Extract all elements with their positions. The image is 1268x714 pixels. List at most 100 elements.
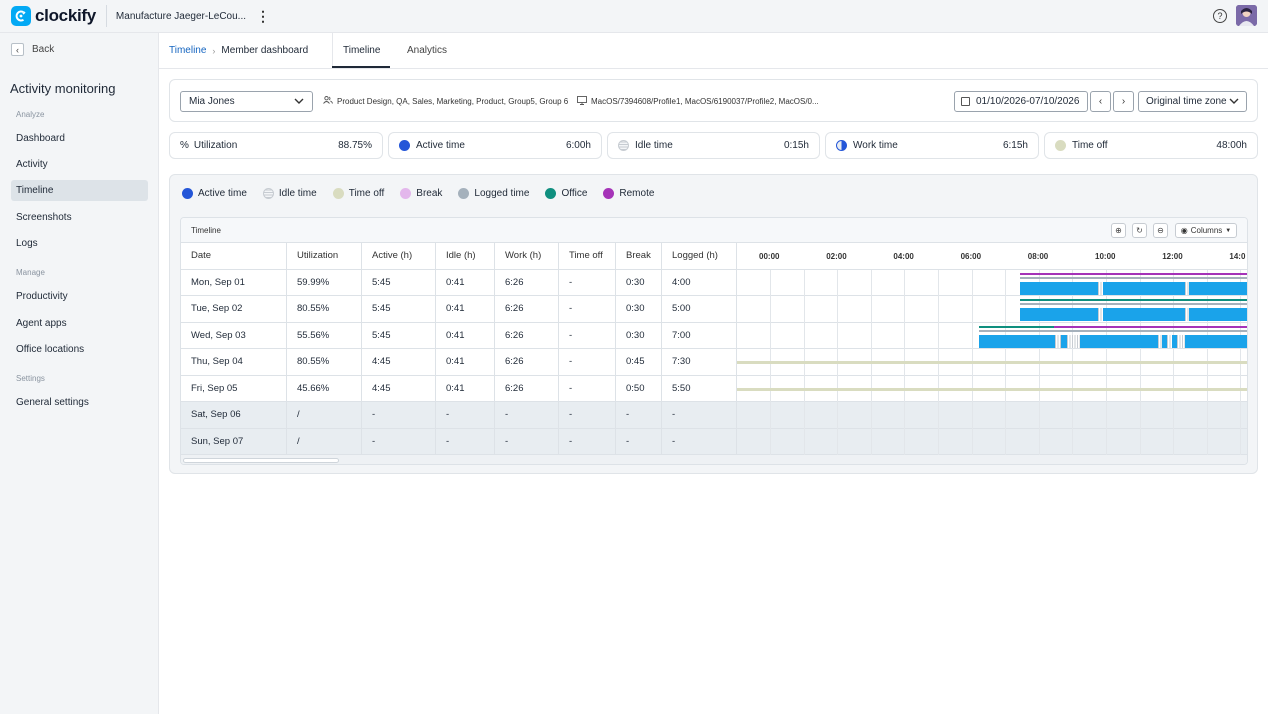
idle-time-bar[interactable]: [1098, 308, 1103, 321]
time-off-bar[interactable]: [737, 387, 1247, 391]
table-row[interactable]: Sat, Sep 06/- - - - - -: [181, 402, 1247, 429]
active-time-bar[interactable]: [1080, 334, 1158, 348]
table-row[interactable]: Wed, Sep 03 55.56% 5:45 0:41 6:26-0:30 7:00: [181, 322, 1247, 349]
table-row[interactable]: Sun, Sep 07/- - - - - -: [181, 428, 1247, 455]
zoom-out-button[interactable]: ⊖: [1153, 223, 1168, 238]
divider: [332, 33, 333, 68]
cell-active: 4:45: [362, 375, 436, 401]
table-row[interactable]: Tue, Sep 02 80.55% 5:45 0:41 6:26-0:30 5:00: [181, 296, 1247, 323]
cell-date: Mon, Sep 01: [181, 269, 287, 295]
cell-time-off: -: [559, 402, 616, 428]
date-range-picker[interactable]: 01/10/2026-07/10/2026: [954, 91, 1088, 112]
user-select[interactable]: Mia Jones: [180, 91, 313, 112]
columns-button[interactable]: ◉ Columns ▼: [1175, 223, 1237, 238]
sidebar-item-dashboard[interactable]: Dashboard: [16, 133, 65, 144]
tab-analytics[interactable]: Analytics: [407, 45, 448, 56]
idle-time-bar[interactable]: [1167, 334, 1172, 348]
logged-bar[interactable]: [979, 329, 1247, 332]
legend-label: Break: [416, 188, 443, 199]
horizontal-scrollbar[interactable]: [183, 458, 339, 463]
idle-time-bar[interactable]: [1067, 334, 1080, 348]
column-header-work[interactable]: Work (h): [495, 243, 559, 269]
active-time-bar[interactable]: [1162, 334, 1167, 348]
reset-zoom-button[interactable]: ↻: [1132, 223, 1147, 238]
idle-time-bar[interactable]: [1185, 308, 1189, 321]
active-time-bar[interactable]: [1103, 281, 1185, 295]
sidebar-item-screenshots[interactable]: Screenshots: [16, 212, 72, 223]
help-icon[interactable]: ?: [1213, 9, 1227, 23]
cell-time-off: -: [559, 428, 616, 454]
active-time-bar[interactable]: [1189, 281, 1247, 295]
column-header-active[interactable]: Active (h): [362, 243, 436, 269]
back-button[interactable]: ‹ Back: [11, 43, 54, 56]
legend: Active time Idle time Time off Break Log…: [182, 188, 670, 199]
active-time-bar[interactable]: [1020, 281, 1098, 295]
cell-active: 4:45: [362, 349, 436, 375]
cell-date: Sun, Sep 07: [181, 428, 287, 454]
legend-label: Logged time: [474, 188, 530, 199]
prev-period-button[interactable]: ‹: [1090, 91, 1111, 112]
clockify-logo[interactable]: clockify: [11, 6, 96, 26]
table-row[interactable]: Fri, Sep 05 45.66% 4:45 0:41 6:26-0:50 5:50: [181, 375, 1247, 402]
legend-item-office: Office: [545, 188, 587, 199]
groups-info[interactable]: Product Design, QA, Sales, Marketing, Pr…: [323, 96, 568, 106]
cell-idle: 0:41: [436, 375, 495, 401]
avatar[interactable]: [1236, 5, 1257, 26]
idle-time-bar[interactable]: [1098, 281, 1103, 295]
legend-item-break: Break: [400, 188, 442, 199]
sidebar: ‹ Back Activity monitoring Analyze Dashb…: [0, 33, 159, 714]
office-bar[interactable]: [1020, 299, 1247, 301]
sidebar-item-productivity[interactable]: Productivity: [16, 291, 68, 302]
active-time-bar[interactable]: [979, 334, 1055, 348]
idle-time-bar[interactable]: [1177, 334, 1185, 348]
idle-time-bar[interactable]: [1055, 334, 1061, 348]
timezone-select[interactable]: Original time zone: [1138, 91, 1247, 112]
column-header-time-off[interactable]: Time off: [559, 243, 616, 269]
remote-bar[interactable]: [1020, 272, 1247, 275]
stat-time-off: Time off 48:00h: [1044, 132, 1258, 159]
table-toolbar: Timeline ⊕ ↻ ⊖ ◉ Columns ▼: [181, 218, 1247, 243]
idle-time-bar[interactable]: [1185, 281, 1189, 295]
remote-bar[interactable]: [1054, 325, 1247, 328]
horizontal-scroll-track[interactable]: [181, 455, 1247, 464]
cell-idle: 0:41: [436, 269, 495, 295]
cell-break: 0:30: [616, 269, 662, 295]
active-time-bar[interactable]: [1103, 308, 1185, 321]
table-row[interactable]: Mon, Sep 01 59.99% 5:45 0:41 6:26-0:30 4:00: [181, 269, 1247, 296]
workspace-menu-icon[interactable]: ⋮: [256, 8, 270, 24]
active-time-bar[interactable]: [1061, 334, 1067, 348]
time-off-bar[interactable]: [737, 361, 1247, 364]
column-header-idle[interactable]: Idle (h): [436, 243, 495, 269]
office-bar[interactable]: [979, 325, 1054, 328]
active-time-bar[interactable]: [1020, 308, 1098, 321]
column-header-logged[interactable]: Logged (h): [662, 243, 737, 269]
logged-bar[interactable]: [1020, 303, 1247, 305]
active-time-bar[interactable]: [1189, 308, 1247, 321]
column-header-date[interactable]: Date: [181, 243, 287, 269]
legend-dot-icon: [400, 188, 412, 199]
sidebar-item-general-settings[interactable]: General settings: [16, 397, 89, 408]
zoom-in-button[interactable]: ⊕: [1111, 223, 1126, 238]
logged-bar[interactable]: [1020, 276, 1247, 279]
cell-date: Sat, Sep 06: [181, 402, 287, 428]
next-period-button[interactable]: ›: [1113, 91, 1134, 112]
cell-time-off: -: [559, 349, 616, 375]
cell-active: 5:45: [362, 296, 436, 322]
workspace-name[interactable]: Manufacture Jaeger-LeCou...: [115, 10, 246, 22]
breadcrumb-link-timeline[interactable]: Timeline: [169, 45, 207, 56]
sidebar-item-activity[interactable]: Activity: [16, 159, 48, 170]
sidebar-item-office-locations[interactable]: Office locations: [16, 344, 85, 355]
sidebar-item-agent-apps[interactable]: Agent apps: [16, 318, 67, 329]
cell-logged: -: [662, 402, 737, 428]
active-time-bar[interactable]: [1185, 334, 1247, 348]
table-row[interactable]: Thu, Sep 04 80.55% 4:45 0:41 6:26-0:45 7:30: [181, 349, 1247, 376]
sidebar-item-timeline[interactable]: Timeline: [11, 180, 148, 201]
active-time-bar[interactable]: [1172, 334, 1177, 348]
idle-time-bar[interactable]: [1158, 334, 1162, 348]
sidebar-item-logs[interactable]: Logs: [16, 238, 38, 249]
column-header-break[interactable]: Break: [616, 243, 662, 269]
legend-dot-icon: [332, 188, 344, 199]
column-header-utilization[interactable]: Utilization: [287, 243, 362, 269]
tab-timeline[interactable]: Timeline: [343, 45, 381, 56]
devices-info[interactable]: MacOS/7394608/Profile1, MacOS/6190037/Pr…: [577, 96, 819, 107]
